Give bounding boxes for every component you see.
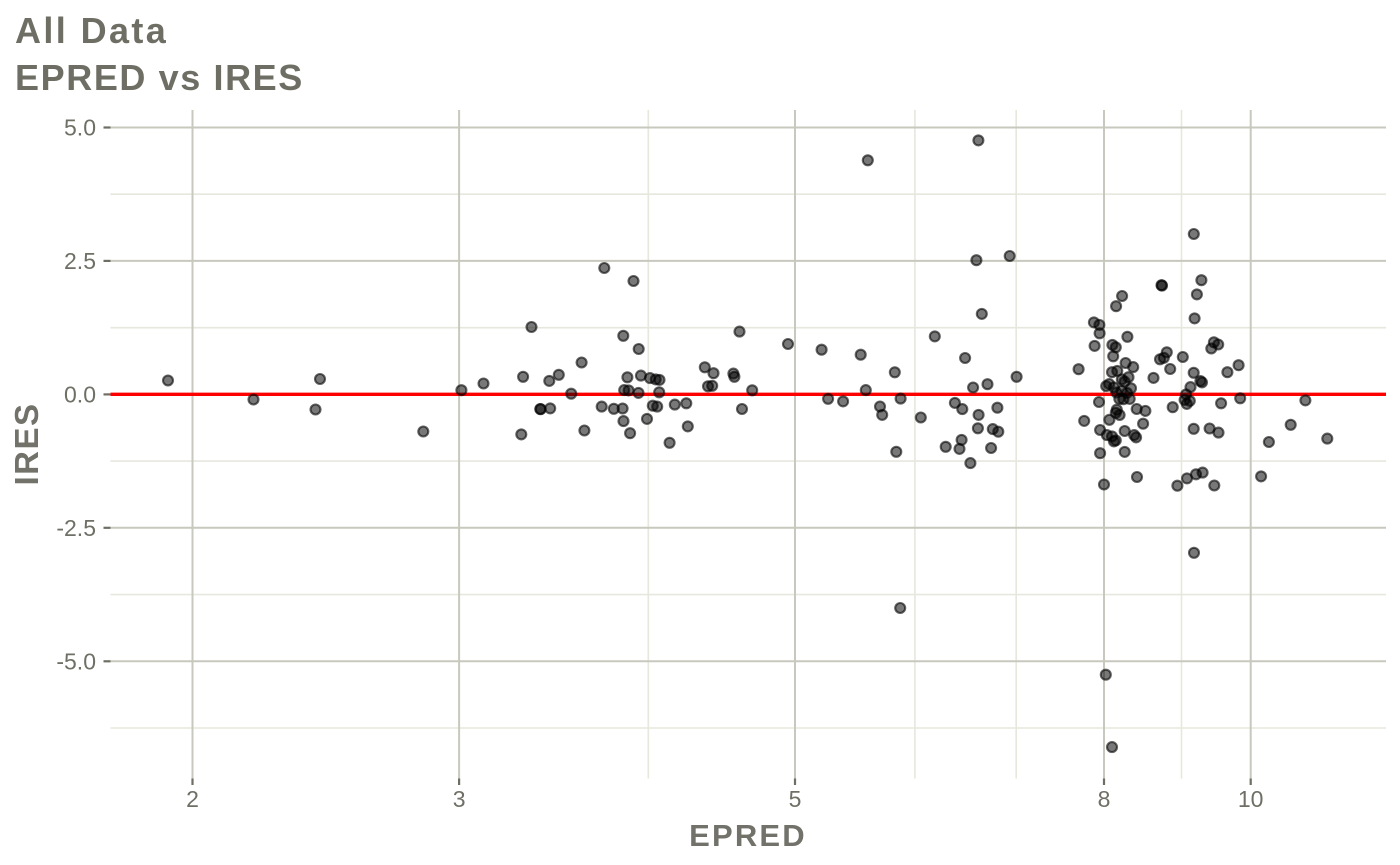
svg-text:EPRED: EPRED	[689, 818, 807, 853]
svg-text:2: 2	[186, 786, 199, 812]
svg-text:EPRED vs IRES: EPRED vs IRES	[15, 57, 304, 98]
svg-text:3: 3	[453, 786, 466, 812]
svg-text:-5.0: -5.0	[56, 648, 96, 674]
svg-text:5.0: 5.0	[64, 115, 96, 141]
svg-text:All Data: All Data	[15, 10, 168, 51]
svg-text:IRES: IRES	[8, 402, 45, 485]
svg-text:2.5: 2.5	[64, 248, 96, 274]
svg-text:0.0: 0.0	[64, 381, 96, 407]
svg-text:5: 5	[789, 786, 802, 812]
svg-text:-2.5: -2.5	[56, 515, 96, 541]
svg-text:10: 10	[1238, 786, 1264, 812]
svg-text:8: 8	[1098, 786, 1111, 812]
